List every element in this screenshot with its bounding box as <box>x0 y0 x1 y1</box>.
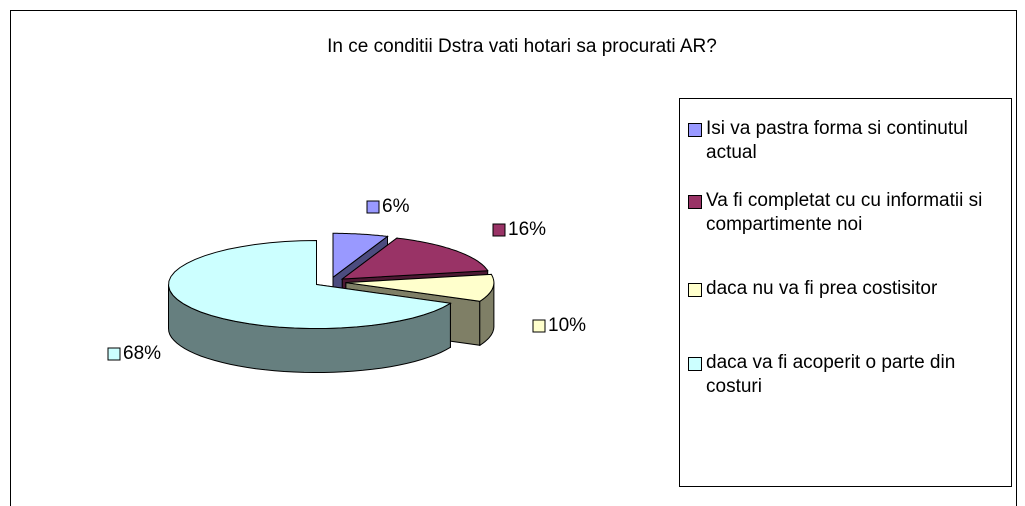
data-label: 10% <box>548 315 586 336</box>
legend-label: daca va fi acoperit o parte din costuri <box>706 352 956 397</box>
chart-title: In ce conditii Dstra vati hotari sa proc… <box>327 36 717 57</box>
legend-swatch <box>688 123 702 137</box>
legend: Isi va pastra forma si continutul actual… <box>679 98 1012 487</box>
data-label: 68% <box>123 343 161 364</box>
data-label-swatch <box>366 200 380 214</box>
slice <box>332 232 389 279</box>
legend-label: daca nu va fi prea costisitor <box>706 278 938 299</box>
data-label-swatch <box>492 223 506 237</box>
legend-swatch <box>688 283 702 297</box>
chart-frame <box>10 10 1017 506</box>
data-label: 6% <box>382 196 410 217</box>
legend-item: daca nu va fi prea costisitor <box>688 277 1003 301</box>
slice <box>345 273 495 302</box>
legend-item: daca va fi acoperit o parte din costuri <box>688 351 1003 399</box>
data-label: 16% <box>508 219 546 240</box>
legend-item: Isi va pastra forma si continutul actual <box>688 117 1003 165</box>
legend-label: Isi va pastra forma si continutul actual <box>706 118 968 163</box>
data-label-swatch <box>532 319 546 333</box>
legend-item: Va fi completat cu cu informatii si comp… <box>688 189 1003 237</box>
legend-swatch <box>688 195 702 209</box>
legend-label: Va fi completat cu cu informatii si comp… <box>706 190 983 235</box>
legend-swatch <box>688 357 702 371</box>
slice <box>168 239 452 329</box>
slice <box>340 237 489 280</box>
data-label-swatch <box>107 347 121 361</box>
